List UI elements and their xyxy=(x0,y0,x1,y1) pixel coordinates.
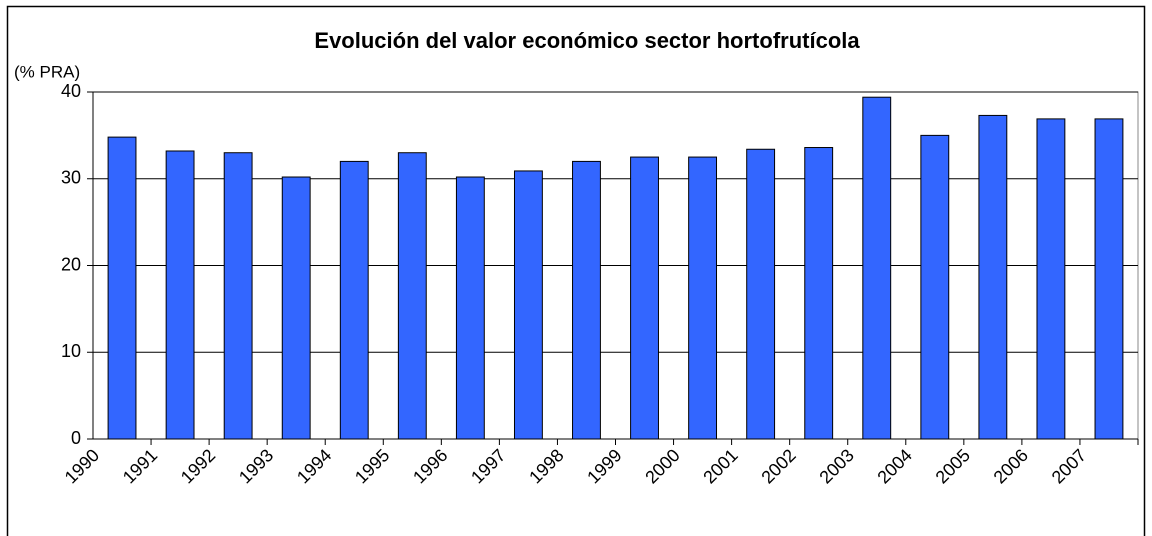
bar xyxy=(513,170,543,440)
chart-title: Evolución del valor económico sector hor… xyxy=(314,28,860,53)
y-axis-label: (% PRA) xyxy=(14,62,80,81)
bar xyxy=(688,156,718,440)
bar xyxy=(1036,118,1066,440)
bar xyxy=(862,96,892,440)
bar xyxy=(572,160,601,440)
y-tick-label: 20 xyxy=(61,254,81,274)
bar xyxy=(920,134,950,440)
bar xyxy=(397,152,427,440)
bar xyxy=(1094,118,1124,440)
bar xyxy=(281,176,311,440)
bar xyxy=(165,150,195,440)
bar xyxy=(455,176,485,440)
bar xyxy=(746,148,776,440)
bar xyxy=(339,160,369,440)
bar xyxy=(630,156,659,440)
bar xyxy=(107,136,137,440)
y-tick-label: 0 xyxy=(71,428,81,448)
y-tick-label: 40 xyxy=(61,81,81,101)
y-tick-label: 30 xyxy=(61,168,81,188)
bar xyxy=(978,114,1008,440)
bar xyxy=(223,152,253,440)
bar xyxy=(804,147,834,440)
y-tick-label: 10 xyxy=(61,341,81,361)
